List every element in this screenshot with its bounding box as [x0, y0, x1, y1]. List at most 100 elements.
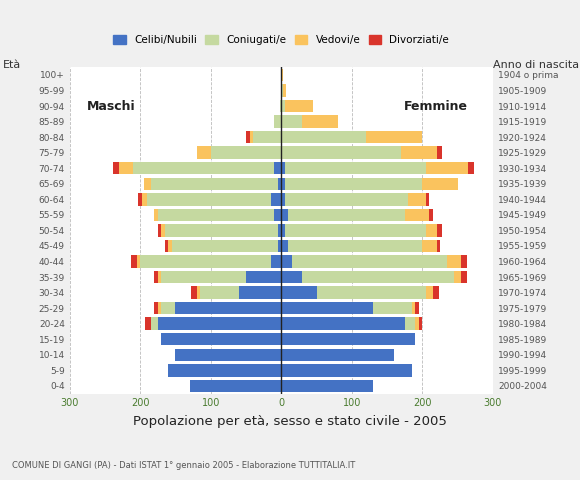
Bar	[281, 271, 303, 283]
Bar	[175, 302, 281, 314]
Bar	[281, 146, 437, 159]
Bar	[151, 178, 281, 190]
Bar	[281, 162, 474, 174]
Text: Anno di nascita: Anno di nascita	[493, 60, 579, 70]
Bar	[197, 287, 281, 299]
Bar	[281, 162, 285, 174]
Bar	[190, 380, 281, 392]
Bar	[281, 348, 394, 361]
Bar	[281, 240, 422, 252]
Bar	[281, 115, 303, 128]
Bar	[119, 162, 281, 174]
Bar	[281, 209, 433, 221]
Bar	[281, 255, 292, 268]
Bar	[281, 240, 288, 252]
Bar	[197, 146, 281, 159]
Bar	[281, 100, 313, 112]
Bar	[281, 69, 282, 81]
Bar	[246, 271, 281, 283]
Bar	[281, 131, 422, 144]
Bar	[147, 193, 281, 205]
Bar	[281, 348, 394, 361]
Bar	[280, 100, 281, 112]
Bar	[281, 287, 438, 299]
Bar	[274, 115, 281, 128]
Bar	[161, 333, 281, 346]
Bar	[281, 178, 458, 190]
Text: Popolazione per età, sesso e stato civile - 2005: Popolazione per età, sesso e stato civil…	[133, 415, 447, 428]
Bar	[281, 380, 373, 392]
Bar	[274, 162, 281, 174]
Bar	[281, 84, 287, 97]
Bar	[281, 333, 415, 346]
Bar	[137, 255, 281, 268]
Bar	[168, 240, 281, 252]
Bar	[281, 193, 426, 205]
Bar	[249, 131, 281, 144]
Bar	[253, 131, 281, 144]
Bar	[281, 364, 412, 376]
Bar	[154, 302, 281, 314]
Bar	[278, 224, 281, 237]
Bar	[281, 178, 422, 190]
Bar	[161, 333, 281, 346]
Bar	[280, 100, 281, 112]
Bar	[281, 317, 415, 330]
Text: Età: Età	[3, 60, 21, 70]
Legend: Celibi/Nubili, Coniugati/e, Vedovi/e, Divorziati/e: Celibi/Nubili, Coniugati/e, Vedovi/e, Di…	[114, 35, 449, 45]
Bar	[158, 317, 281, 330]
Bar	[271, 255, 281, 268]
Bar	[281, 178, 285, 190]
Text: Maschi: Maschi	[86, 99, 135, 112]
Bar	[190, 380, 281, 392]
Bar	[281, 84, 287, 97]
Bar	[281, 100, 285, 112]
Bar	[281, 69, 282, 81]
Bar	[197, 146, 281, 159]
Bar	[281, 302, 415, 314]
Bar	[281, 380, 373, 392]
Bar	[281, 224, 442, 237]
Bar	[281, 364, 412, 376]
Bar	[278, 240, 281, 252]
Bar	[281, 317, 419, 330]
Bar	[190, 380, 281, 392]
Bar	[281, 317, 405, 330]
Bar	[190, 380, 281, 392]
Bar	[161, 302, 281, 314]
Bar	[144, 178, 281, 190]
Bar	[158, 271, 281, 283]
Bar	[281, 100, 313, 112]
Bar	[172, 240, 281, 252]
Bar	[154, 271, 281, 283]
Bar	[161, 333, 281, 346]
Bar	[158, 224, 281, 237]
Bar	[281, 224, 426, 237]
Bar	[239, 287, 281, 299]
Bar	[281, 115, 338, 128]
Bar	[175, 348, 281, 361]
Bar	[161, 224, 281, 237]
Bar	[281, 240, 440, 252]
Bar	[281, 224, 285, 237]
Bar	[281, 333, 415, 346]
Bar	[281, 380, 373, 392]
Bar	[281, 348, 394, 361]
Bar	[278, 178, 281, 190]
Bar	[281, 209, 429, 221]
Bar	[281, 146, 442, 159]
Bar	[140, 255, 281, 268]
Bar	[145, 317, 281, 330]
Bar	[142, 193, 281, 205]
Bar	[281, 255, 467, 268]
Bar	[281, 287, 317, 299]
Bar	[281, 178, 458, 190]
Bar	[281, 162, 426, 174]
Bar	[161, 271, 281, 283]
Bar	[281, 333, 415, 346]
Bar	[144, 178, 281, 190]
Bar	[211, 146, 281, 159]
Bar	[165, 240, 281, 252]
Bar	[191, 287, 281, 299]
Bar	[281, 131, 366, 144]
